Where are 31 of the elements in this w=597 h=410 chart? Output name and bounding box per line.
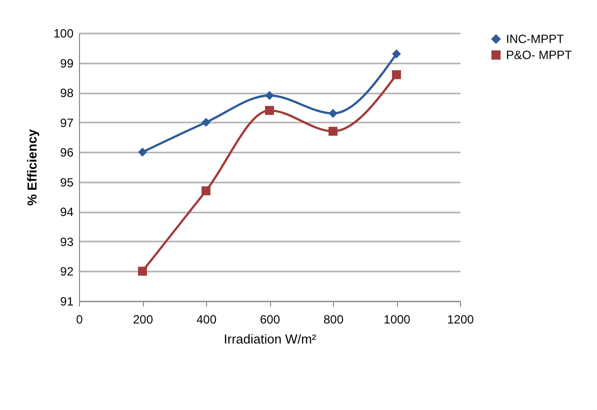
point [202,118,210,127]
legend-label: P&O- MPPT [506,48,573,62]
y-tick-label: 91 [60,294,74,308]
legend-label: INC-MPPT [506,32,565,46]
point [265,91,274,100]
x-tick-label: 800 [323,312,344,326]
x-axis-title: Irradiation W/m² [224,332,317,346]
y-tick-label: 92 [60,264,74,279]
x-tick-label: 400 [196,312,217,326]
y-tick-label: 98 [60,86,74,100]
y-tick-label: 95 [60,175,74,190]
point [392,49,401,58]
point [138,148,147,157]
y-tick-label: 96 [60,146,74,160]
x-tick-label: 1000 [384,312,411,326]
point [328,126,338,136]
x-tick-label: 1200 [447,312,474,326]
point [392,70,401,80]
y-tick-label: 94 [60,205,74,220]
point [202,186,210,196]
y-tick-label: 93 [60,234,74,249]
y-tick-label: 97 [60,116,74,130]
y-tick-label: 99 [60,56,74,70]
x-tick-label: 200 [132,312,154,326]
point [328,108,338,118]
x-tick-label: 600 [260,312,280,326]
x-tick-label: 0 [76,312,84,326]
y-tick-label: 100 [53,26,74,40]
point [265,106,274,115]
y-axis-title: % Efficiency [24,128,40,206]
point [138,266,147,276]
